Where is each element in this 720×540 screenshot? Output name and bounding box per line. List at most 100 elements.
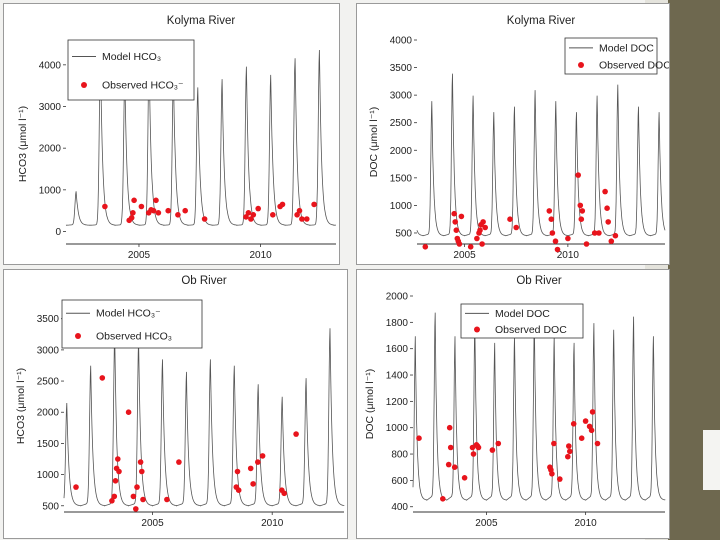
ob-doc-legend-observed-swatch [474, 326, 480, 333]
ob-doc-panel: Ob River 400 600 800 1000 1200 1400 1600 1800 200… [356, 269, 670, 539]
kolyma-doc-observed-point [605, 219, 611, 225]
ob-hco3-xtick-label: 2010 [261, 518, 284, 529]
ob-doc-ytick-label: 1200 [386, 397, 409, 408]
kolyma-doc-observed-point [474, 235, 480, 242]
ob-doc-observed-point [451, 464, 458, 470]
kolyma-doc-ytick-label: 4000 [390, 36, 413, 47]
ob-doc-observed-point [567, 448, 573, 455]
kolyma-doc-observed-point [422, 244, 429, 250]
kolyma-hco3-observed-point [248, 216, 254, 222]
kolyma-hco3-ytick-label: 3000 [39, 102, 62, 113]
kolyma-hco3-svg: Kolyma River 0 1000 2000 3000 4000 2005 2010 HCO… [17, 15, 336, 261]
kolyma-hco3-observed-point [155, 210, 162, 216]
ob-doc-observed-point [416, 435, 422, 441]
ob-hco3-svg: Ob River 500 1000 1500 2000 2500 3000 3500 2005 2… [15, 275, 345, 529]
kolyma-hco3-legend-observed-swatch [81, 82, 87, 88]
ob-doc-observed-point [549, 471, 555, 477]
ob-doc-observed-point [594, 440, 601, 447]
kolyma-hco3-observed-point [138, 203, 145, 210]
kolyma-hco3-observed-point [182, 207, 188, 214]
kolyma-hco3-panel: Kolyma River 0 1000 2000 3000 4000 2005 2010 HCO… [3, 3, 340, 265]
ob-doc-xtick-label: 2010 [575, 518, 598, 529]
kolyma-hco3-observed-point [130, 210, 136, 216]
ob-doc-observed-point [440, 496, 446, 502]
ob-hco3-xtick-label: 2005 [141, 518, 164, 529]
ob-doc-observed-point [557, 476, 563, 482]
kolyma-doc-observed-point [451, 210, 457, 217]
kolyma-hco3-observed-point [270, 212, 276, 218]
kolyma-doc-ytick-label: 500 [395, 228, 412, 239]
ob-doc-ytick-label: 1400 [386, 371, 409, 382]
kolyma-doc-legend-observed-swatch [578, 62, 584, 68]
kolyma-doc-legend-observed-label: Observed DOC [599, 60, 669, 72]
ob-doc-legend-model-label: Model DOC [495, 308, 550, 320]
ob-hco3-observed-point [112, 478, 119, 484]
kolyma-doc-observed-point [549, 230, 556, 236]
ob-doc-observed-point [566, 443, 572, 449]
ob-doc-title: Ob River [516, 275, 562, 287]
ob-doc-observed-point [475, 444, 482, 451]
ob-hco3-observed-point [176, 459, 182, 465]
kolyma-doc-observed-point [453, 227, 460, 233]
ob-hco3-legend-model-label: Model HCO₃⁻ [96, 308, 161, 320]
kolyma-doc-observed-point [554, 246, 561, 253]
kolyma-hco3-ytick-label: 2000 [39, 144, 62, 155]
kolyma-hco3-xtick-label: 2010 [249, 250, 272, 261]
ob-doc-observed-point [578, 435, 585, 441]
kolyma-hco3-ylabel: HCO3 (μmol l⁻¹) [17, 106, 29, 182]
ob-hco3-observed-point [109, 498, 115, 504]
ob-hco3-ytick-label: 500 [42, 501, 59, 512]
kolyma-doc-observed-point [565, 235, 571, 242]
ob-hco3-observed-point [293, 431, 299, 437]
kolyma-hco3-observed-point [250, 212, 257, 218]
kolyma-doc-ytick-label: 1000 [390, 201, 413, 212]
kolyma-doc-observed-point [604, 205, 610, 211]
kolyma-hco3-observed-point [279, 201, 286, 208]
kolyma-doc-observed-point [552, 238, 559, 244]
kolyma-doc-legend-model-label: Model DOC [599, 42, 654, 54]
ob-hco3-observed-point [255, 459, 261, 465]
kolyma-doc-observed-point [577, 202, 584, 209]
kolyma-doc-observed-point [575, 172, 581, 178]
kolyma-doc-ytick-label: 3500 [390, 63, 413, 74]
ob-doc-observed-point [447, 444, 454, 451]
kolyma-hco3-observed-point [131, 197, 137, 204]
ob-doc-observed-point [589, 409, 596, 415]
kolyma-doc-observed-point [596, 230, 602, 236]
ob-hco3-observed-point [164, 496, 170, 503]
kolyma-doc-legend: Model DOC Observed DOC [564, 37, 669, 75]
ob-hco3-panel: Ob River 500 1000 1500 2000 2500 3000 3500 2005 2… [3, 269, 348, 539]
ob-doc-observed-point [489, 447, 496, 453]
kolyma-hco3-observed-point [102, 203, 108, 210]
kolyma-hco3-observed-point [153, 197, 159, 204]
ob-doc-observed-point [588, 427, 595, 434]
ob-doc-observed-point [469, 444, 476, 451]
kolyma-doc-observed-point [583, 241, 590, 247]
kolyma-doc-observed-point [513, 224, 519, 231]
kolyma-doc-observed-point [579, 208, 586, 214]
ob-doc-xtick-label: 2005 [475, 518, 498, 529]
ob-hco3-observed-point [111, 493, 118, 500]
kolyma-hco3-observed-point [304, 216, 310, 222]
ob-doc-ytick-label: 600 [391, 476, 408, 487]
ob-doc-observed-point [461, 475, 468, 481]
ob-doc-ytick-label: 2000 [386, 292, 409, 303]
ob-hco3-observed-point [137, 459, 144, 465]
kolyma-hco3-observed-point [296, 207, 303, 214]
ob-hco3-ytick-label: 3500 [37, 314, 60, 325]
ob-doc-observed-point [495, 440, 502, 447]
ob-hco3-ytick-label: 1000 [37, 470, 60, 481]
kolyma-doc-observed-point [467, 244, 474, 250]
ob-hco3-observed-point [73, 484, 79, 490]
kolyma-hco3-observed-point [299, 216, 305, 222]
kolyma-doc-observed-point [456, 241, 463, 247]
ob-doc-svg: Ob River 400 600 800 1000 1200 1400 1600 1800 200… [364, 275, 666, 529]
kolyma-hco3-ytick-label: 1000 [39, 185, 62, 196]
kolyma-doc-ytick-label: 2000 [390, 146, 413, 157]
ob-doc-observed-point [551, 440, 557, 447]
kolyma-hco3-observed-point [245, 210, 252, 216]
kolyma-hco3-observed-point [294, 212, 300, 218]
ob-doc-legend: Model DOC Observed DOC [460, 303, 584, 339]
ob-hco3-observed-point [235, 487, 242, 493]
kolyma-doc-observed-point [507, 216, 513, 222]
